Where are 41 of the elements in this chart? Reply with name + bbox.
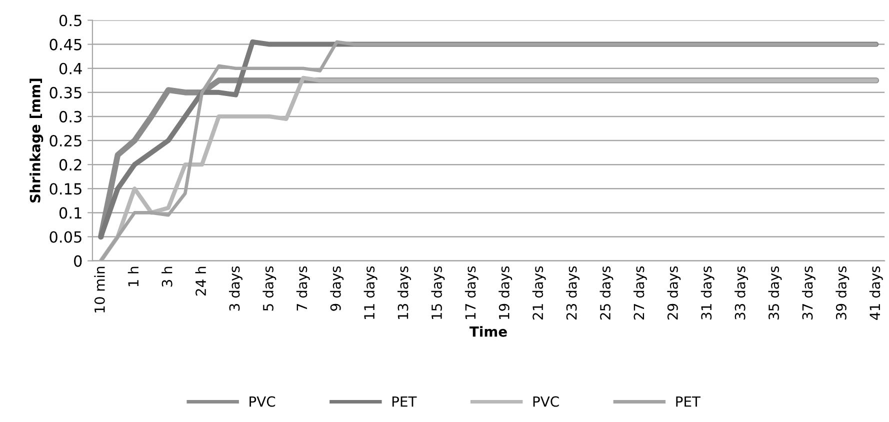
- y-tick-label: 0.05: [50, 231, 82, 243]
- x-tick-label: 1 h: [128, 266, 138, 286]
- x-tick-label: 5 days: [262, 266, 276, 311]
- x-tick-label: 21 days: [532, 266, 546, 320]
- y-tick-label: 0: [74, 255, 82, 267]
- x-tick-label: 13 days: [398, 266, 411, 320]
- x-tick-label: 25 days: [600, 266, 614, 320]
- legend-label: PET: [392, 396, 417, 407]
- x-tick-label: 27 days: [633, 266, 647, 320]
- x-tick-label: 11 days: [364, 266, 378, 320]
- x-tick-label: 3 days: [228, 266, 242, 311]
- x-tick-label: 7 days: [296, 266, 310, 311]
- y-tick-label: 0.25: [50, 134, 82, 147]
- x-tick-label: 3 h: [162, 266, 172, 287]
- x-tick-label: 39 days: [836, 266, 850, 320]
- x-tick-label: 19 days: [498, 266, 512, 320]
- y-tick-label: 0.45: [50, 38, 82, 50]
- y-tick-label: 0.4: [59, 62, 82, 74]
- x-tick-label: 24 h: [195, 266, 206, 296]
- y-axis-title: Shrinkage [mm]: [30, 78, 44, 202]
- x-tick-label: 23 days: [566, 266, 580, 320]
- y-tick-label: 0.2: [59, 159, 82, 171]
- x-tick-label: 10 min: [94, 266, 105, 312]
- x-axis-title: Time: [470, 326, 507, 337]
- y-tick-label: 0.15: [50, 183, 82, 195]
- x-tick-label: 33 days: [734, 266, 748, 320]
- x-tick-label: 17 days: [464, 266, 478, 320]
- x-tick-label: 15 days: [431, 266, 445, 320]
- legend-label: PET: [676, 396, 701, 407]
- x-tick-label: 31 days: [700, 266, 714, 320]
- x-tick-label: 35 days: [768, 266, 782, 320]
- y-tick-label: 0.35: [50, 86, 82, 98]
- legend-label: PVC: [533, 396, 559, 407]
- y-tick-label: 0.5: [59, 14, 82, 26]
- y-tick-label: 0.3: [59, 110, 82, 122]
- x-tick-label: 29 days: [667, 266, 681, 320]
- x-tick-label: 37 days: [802, 266, 816, 320]
- x-tick-label: 9 days: [330, 266, 344, 311]
- y-tick-label: 0.1: [59, 207, 82, 219]
- legend-label: PVC: [250, 396, 276, 407]
- x-tick-label: 41 days: [869, 266, 883, 320]
